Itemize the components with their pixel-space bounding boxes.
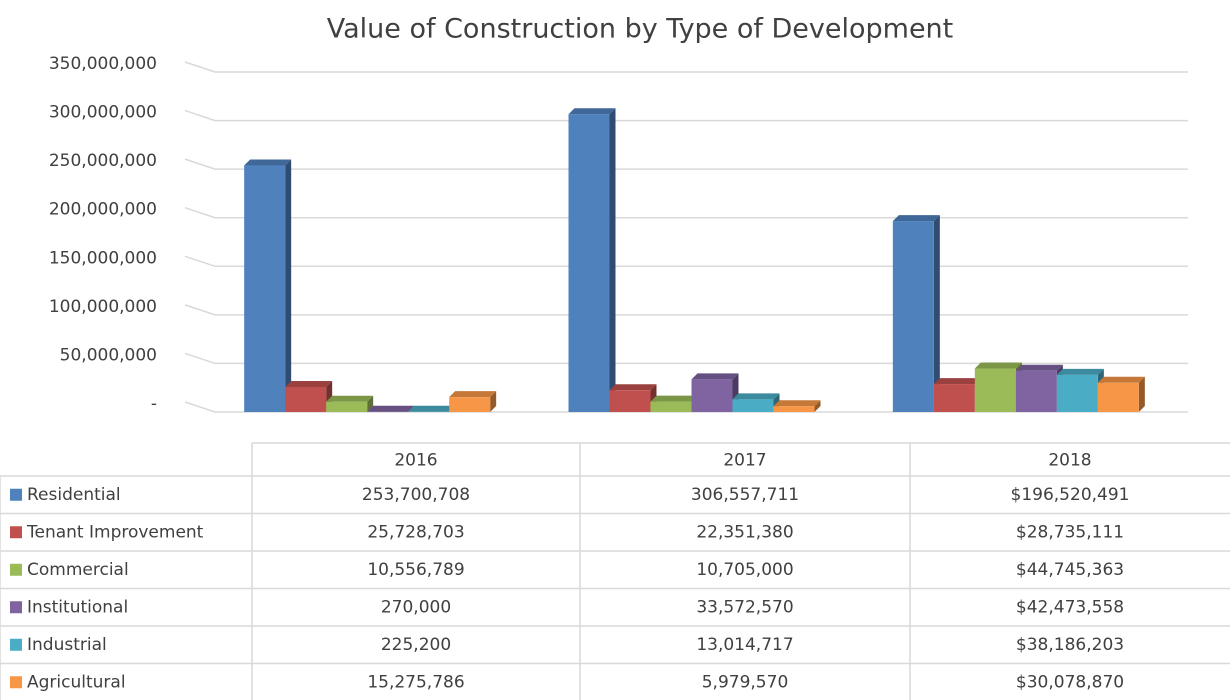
legend-label: Agricultural [27,672,126,692]
bar-top [609,384,657,391]
bar [244,165,286,412]
bar [1015,370,1057,412]
x-tick-label: 2018 [1048,451,1091,471]
legend-label: Industrial [27,635,107,655]
bar [933,384,975,412]
bar-side [1138,376,1145,412]
y-tick-label: 350,000,000 [49,54,157,74]
bar-top [933,378,981,385]
x-tick-label: 2017 [723,451,766,471]
bar [650,401,692,412]
bar-top [892,215,940,222]
grid-line [184,207,1188,219]
bar-top [773,400,821,407]
y-tick-label: 250,000,000 [49,151,157,171]
y-tick-label: - [151,394,157,414]
grid-line [184,158,1188,170]
bar-top [568,108,616,115]
bar [568,114,610,412]
bar [892,221,934,412]
table-cell: 306,557,711 [691,485,799,505]
legend-label: Commercial [27,560,129,580]
table-cell: 15,275,786 [367,672,464,692]
table-cell: 5,979,570 [702,672,789,692]
bar [1056,374,1098,412]
bar-top [1015,364,1063,371]
grid-line [184,255,1188,268]
y-tick-label: 200,000,000 [49,200,157,220]
legend-swatch [10,638,22,651]
table-cell: 253,700,708 [362,485,470,505]
bar [285,387,327,412]
table-cell: 33,572,570 [696,597,793,617]
legend-swatch [10,488,22,501]
bar [691,379,733,412]
grid-line [184,401,1188,413]
legend-label: Institutional [27,597,128,617]
table-cell: 225,200 [381,635,451,655]
bar-top [244,159,292,166]
legend-swatch [10,676,22,689]
table-cell: $28,735,111 [1016,522,1124,542]
bar-top [367,405,415,412]
bar-top [285,381,333,388]
bar [449,397,491,412]
y-tick-label: 100,000,000 [49,297,157,317]
bar-top [408,405,456,412]
bar-top [1056,368,1104,375]
grid-line [184,109,1188,122]
legend-label: Residential [27,485,121,505]
table-cell: 13,014,717 [696,635,793,655]
table-cell: $30,078,870 [1016,672,1124,692]
bar [732,399,774,412]
x-tick-label: 2016 [394,451,437,471]
bar-top [974,362,1022,369]
table-cell: $38,186,203 [1016,635,1124,655]
bar-top [650,395,698,402]
legend-swatch [10,601,22,614]
bar-top [326,395,374,402]
bar [773,406,815,412]
bar-top [732,393,780,400]
table-cell: 270,000 [381,597,451,617]
legend-swatch [10,563,22,576]
grid-line [184,304,1188,316]
y-tick-label: 150,000,000 [49,248,157,268]
table-cell: 10,705,000 [696,560,793,580]
bar [326,401,368,412]
bar-side [367,395,374,412]
bar [1097,382,1139,412]
bar-side [609,108,616,412]
table-cell: $44,745,363 [1016,560,1124,580]
bar [609,390,651,412]
table-cell: 25,728,703 [367,522,464,542]
bar-top [449,391,497,398]
bar-top [691,373,739,380]
bar-top [1097,376,1145,383]
bar-side [285,159,292,412]
legend-label: Tenant Improvement [26,522,204,542]
grid-line [184,352,1188,365]
table-cell: 22,351,380 [696,522,793,542]
chart-title: Value of Construction by Type of Develop… [327,14,954,45]
table-cell: $42,473,558 [1016,597,1124,617]
grid-line [184,61,1188,73]
bar-side [490,391,497,412]
table-cell: $196,520,491 [1011,485,1130,505]
y-tick-label: 50,000,000 [60,345,157,365]
bar-side [933,215,940,412]
table-cell: 10,556,789 [367,560,464,580]
y-tick-label: 300,000,000 [49,103,157,123]
bar-side [814,400,821,412]
bar [974,368,1016,412]
legend-swatch [10,526,22,539]
